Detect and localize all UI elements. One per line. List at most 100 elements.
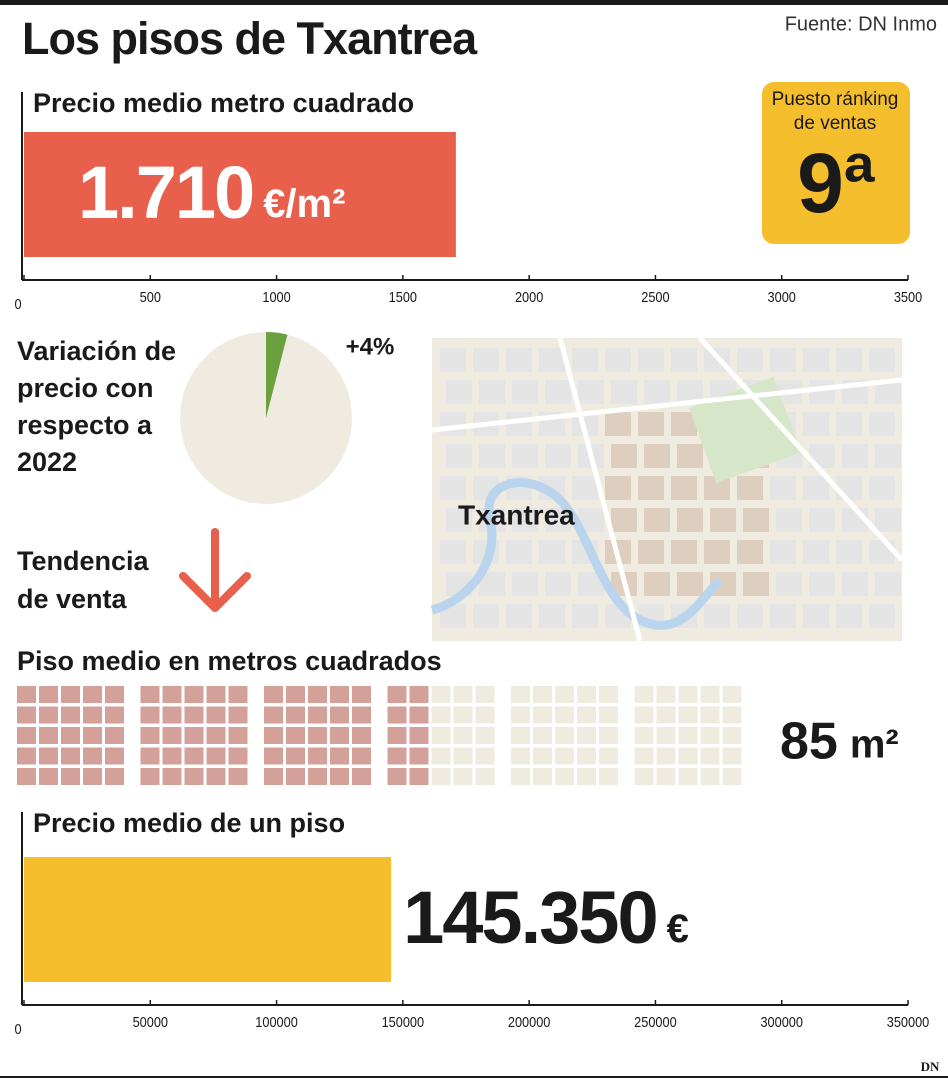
top-rule [0,0,948,5]
map: Txantrea [430,336,904,642]
waffle-cell [206,686,226,703]
map-block [770,604,796,628]
waffle-cell [140,727,160,744]
map-block [638,348,664,372]
map-block [869,412,895,436]
map-block [611,380,637,404]
map-river [430,478,724,630]
waffle-cell [722,727,742,744]
pie-slice [266,332,288,418]
map-block [644,444,670,468]
waffle-cell [722,768,742,785]
map-block [644,380,670,404]
waffle-cell [656,768,676,785]
waffle-cell [722,747,742,765]
waffle-cell [264,768,283,785]
waffle-cell [453,768,473,785]
x-tick-label: 2000 [515,288,544,305]
waffle-cell [431,768,451,785]
map-block [512,380,538,404]
map-road [431,336,904,642]
waffle-cell [105,747,124,765]
waffle-cell [533,768,552,785]
waffle-cell [228,727,248,744]
map-block [842,572,868,596]
map-block [836,540,862,564]
waffle-cell [511,727,530,744]
waffle-cell [409,747,429,765]
map-block [506,540,532,564]
waffle-cell [264,727,283,744]
waffle-cell [330,747,349,765]
waffle-cell [431,747,451,765]
map-block [572,348,598,372]
map-block [440,412,466,436]
map-block [875,444,901,468]
map-block [446,380,472,404]
waffle-cell [678,768,698,785]
logo: DN [921,1059,940,1074]
waffle-cell [634,747,654,765]
waffle-cell [387,706,407,724]
waffle-cell [700,747,720,765]
map-block [677,444,703,468]
waffle-cell [577,747,596,765]
map-block [836,412,862,436]
waffle-cell [83,727,102,744]
waffle-cell [511,686,530,703]
waffle-cell [61,686,80,703]
ranking-label: Puesto ránking de ventas [771,89,899,134]
x-tick-label: 50000 [133,1013,169,1030]
waffle-cell [475,768,495,785]
waffle-cell [162,727,182,744]
waffle-cell [634,686,654,703]
waffle-cell [83,747,102,765]
waffle-cell [678,706,698,724]
x-tick-label: 200000 [508,1013,551,1030]
waffle-cell [634,706,654,724]
waffle-cell [184,686,204,703]
waffle-cell [61,727,80,744]
waffle-cell [533,706,552,724]
waffle-cell [105,768,124,785]
waffle-cell [475,706,495,724]
pie-title: Variación de precio con respecto a 2022 [17,336,177,477]
waffle-cell [39,727,58,744]
waffle-cell [431,706,451,724]
ranking-value: 9ª [797,136,876,230]
waffle-cell [511,768,530,785]
map-block [611,508,637,532]
map-block [803,604,829,628]
waffle-cell [475,727,495,744]
map-block [803,412,829,436]
map-block [869,476,895,500]
waffle-cell [17,768,36,785]
map-block [770,348,796,372]
map-label: Txantrea [458,499,575,530]
chart-title: Piso medio en metros cuadrados [17,646,442,676]
waffle-cell [634,768,654,785]
map-block [809,380,835,404]
waffle-cell [140,706,160,724]
waffle-cell [228,706,248,724]
waffle-cell [656,747,676,765]
waffle-cell [409,768,429,785]
waffle-cell [577,686,596,703]
waffle-cell [206,706,226,724]
map-block [446,508,472,532]
map-block [803,476,829,500]
map-block [743,508,769,532]
map-block [578,380,604,404]
map-block [479,380,505,404]
map-block [809,508,835,532]
waffle-cell [61,747,80,765]
waffle-cell [61,706,80,724]
waffle-cell [264,747,283,765]
waffle-cell [599,768,618,785]
map-block [737,476,763,500]
map-block [506,348,532,372]
waffle-cell [184,747,204,765]
map-block [869,540,895,564]
map-block [875,572,901,596]
waffle-cell [387,727,407,744]
